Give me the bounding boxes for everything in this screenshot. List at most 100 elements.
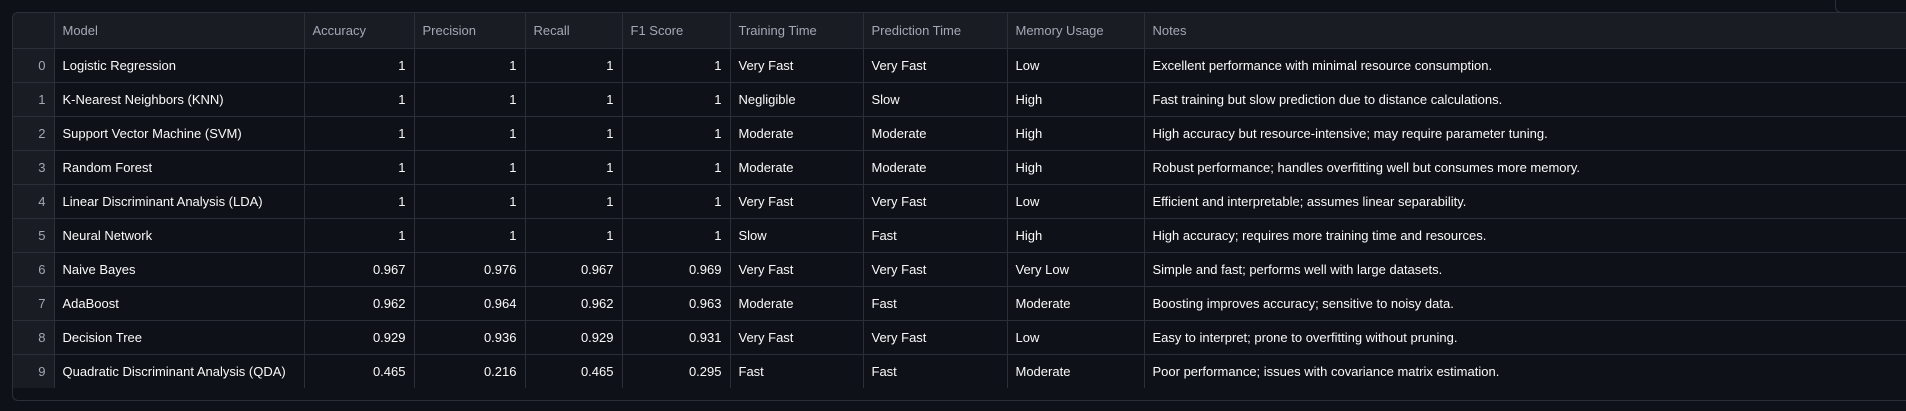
cell-model[interactable]: Random Forest — [54, 150, 305, 185]
cell-prediction-time[interactable]: Very Fast — [863, 320, 1008, 355]
cell-training-time[interactable]: Moderate — [730, 116, 864, 151]
column-header-notes[interactable]: Notes — [1144, 13, 1906, 49]
cell-notes[interactable]: Efficient and interpretable; assumes lin… — [1144, 184, 1906, 219]
cell-accuracy[interactable]: 1 — [304, 116, 415, 151]
cell-accuracy[interactable]: 0.929 — [304, 320, 415, 355]
cell-accuracy[interactable]: 1 — [304, 218, 415, 253]
cell-prediction-time[interactable]: Fast — [863, 354, 1008, 388]
cell-precision[interactable]: 0.976 — [414, 252, 526, 287]
cell-model[interactable]: Quadratic Discriminant Analysis (QDA) — [54, 354, 305, 388]
cell-accuracy[interactable]: 0.962 — [304, 286, 415, 321]
cell-model[interactable]: AdaBoost — [54, 286, 305, 321]
cell-recall[interactable]: 0.465 — [525, 354, 623, 388]
cell-accuracy[interactable]: 0.465 — [304, 354, 415, 388]
column-header-accuracy[interactable]: Accuracy — [304, 13, 415, 49]
cell-prediction-time[interactable]: Very Fast — [863, 252, 1008, 287]
cell-prediction-time[interactable]: Moderate — [863, 150, 1008, 185]
column-header-model[interactable]: Model — [54, 13, 305, 49]
cell-notes[interactable]: Poor performance; issues with covariance… — [1144, 354, 1906, 388]
cell-accuracy[interactable]: 1 — [304, 48, 415, 83]
cell-recall[interactable]: 1 — [525, 184, 623, 219]
cell-recall[interactable]: 1 — [525, 82, 623, 117]
cell-memory-usage[interactable]: High — [1007, 82, 1145, 117]
cell-training-time[interactable]: Moderate — [730, 150, 864, 185]
cell-f1-score[interactable]: 0.295 — [622, 354, 731, 388]
cell-prediction-time[interactable]: Very Fast — [863, 48, 1008, 83]
cell-f1-score[interactable]: 0.931 — [622, 320, 731, 355]
cell-training-time[interactable]: Slow — [730, 218, 864, 253]
cell-model[interactable]: Linear Discriminant Analysis (LDA) — [54, 184, 305, 219]
cell-precision[interactable]: 0.936 — [414, 320, 526, 355]
cell-recall[interactable]: 1 — [525, 218, 623, 253]
column-header-index[interactable] — [13, 13, 55, 49]
cell-precision[interactable]: 1 — [414, 48, 526, 83]
cell-f1-score[interactable]: 1 — [622, 184, 731, 219]
row-index[interactable]: 2 — [13, 116, 55, 151]
cell-recall[interactable]: 0.929 — [525, 320, 623, 355]
cell-notes[interactable]: Robust performance; handles overfitting … — [1144, 150, 1906, 185]
cell-accuracy[interactable]: 1 — [304, 184, 415, 219]
cell-f1-score[interactable]: 0.963 — [622, 286, 731, 321]
cell-prediction-time[interactable]: Slow — [863, 82, 1008, 117]
cell-training-time[interactable]: Very Fast — [730, 184, 864, 219]
cell-prediction-time[interactable]: Fast — [863, 286, 1008, 321]
cell-f1-score[interactable]: 1 — [622, 82, 731, 117]
cell-training-time[interactable]: Very Fast — [730, 252, 864, 287]
cell-f1-score[interactable]: 1 — [622, 116, 731, 151]
dataframe-table[interactable]: Model Accuracy Precision Recall F1 Score… — [12, 12, 1906, 401]
cell-precision[interactable]: 0.964 — [414, 286, 526, 321]
row-index[interactable]: 4 — [13, 184, 55, 219]
cell-notes[interactable]: Easy to interpret; prone to overfitting … — [1144, 320, 1906, 355]
cell-model[interactable]: Logistic Regression — [54, 48, 305, 83]
row-index[interactable]: 9 — [13, 354, 55, 388]
cell-training-time[interactable]: Very Fast — [730, 48, 864, 83]
cell-memory-usage[interactable]: High — [1007, 150, 1145, 185]
cell-training-time[interactable]: Negligible — [730, 82, 864, 117]
cell-model[interactable]: K-Nearest Neighbors (KNN) — [54, 82, 305, 117]
column-header-f1-score[interactable]: F1 Score — [622, 13, 731, 49]
cell-memory-usage[interactable]: Low — [1007, 320, 1145, 355]
cell-f1-score[interactable]: 1 — [622, 48, 731, 83]
cell-f1-score[interactable]: 0.969 — [622, 252, 731, 287]
cell-recall[interactable]: 1 — [525, 116, 623, 151]
cell-memory-usage[interactable]: Moderate — [1007, 354, 1145, 388]
cell-memory-usage[interactable]: Moderate — [1007, 286, 1145, 321]
cell-accuracy[interactable]: 0.967 — [304, 252, 415, 287]
cell-memory-usage[interactable]: High — [1007, 116, 1145, 151]
cell-precision[interactable]: 1 — [414, 184, 526, 219]
cell-notes[interactable]: High accuracy but resource-intensive; ma… — [1144, 116, 1906, 151]
row-index[interactable]: 0 — [13, 48, 55, 83]
cell-training-time[interactable]: Very Fast — [730, 320, 864, 355]
cell-precision[interactable]: 1 — [414, 116, 526, 151]
row-index[interactable]: 8 — [13, 320, 55, 355]
cell-recall[interactable]: 0.962 — [525, 286, 623, 321]
cell-prediction-time[interactable]: Fast — [863, 218, 1008, 253]
cell-precision[interactable]: 0.216 — [414, 354, 526, 388]
cell-recall[interactable]: 1 — [525, 150, 623, 185]
cell-prediction-time[interactable]: Very Fast — [863, 184, 1008, 219]
cell-memory-usage[interactable]: Low — [1007, 48, 1145, 83]
row-index[interactable]: 7 — [13, 286, 55, 321]
cell-memory-usage[interactable]: Low — [1007, 184, 1145, 219]
cell-precision[interactable]: 1 — [414, 218, 526, 253]
cell-notes[interactable]: Fast training but slow prediction due to… — [1144, 82, 1906, 117]
cell-training-time[interactable]: Moderate — [730, 286, 864, 321]
cell-notes[interactable]: Excellent performance with minimal resou… — [1144, 48, 1906, 83]
column-header-recall[interactable]: Recall — [525, 13, 623, 49]
cell-model[interactable]: Neural Network — [54, 218, 305, 253]
cell-notes[interactable]: Simple and fast; performs well with larg… — [1144, 252, 1906, 287]
cell-model[interactable]: Naive Bayes — [54, 252, 305, 287]
column-header-precision[interactable]: Precision — [414, 13, 526, 49]
cell-model[interactable]: Support Vector Machine (SVM) — [54, 116, 305, 151]
cell-f1-score[interactable]: 1 — [622, 150, 731, 185]
cell-precision[interactable]: 1 — [414, 82, 526, 117]
row-index[interactable]: 3 — [13, 150, 55, 185]
row-index[interactable]: 1 — [13, 82, 55, 117]
cell-precision[interactable]: 1 — [414, 150, 526, 185]
cell-f1-score[interactable]: 1 — [622, 218, 731, 253]
column-header-prediction-time[interactable]: Prediction Time — [863, 13, 1008, 49]
row-index[interactable]: 5 — [13, 218, 55, 253]
column-header-memory-usage[interactable]: Memory Usage — [1007, 13, 1145, 49]
cell-recall[interactable]: 0.967 — [525, 252, 623, 287]
cell-memory-usage[interactable]: Very Low — [1007, 252, 1145, 287]
